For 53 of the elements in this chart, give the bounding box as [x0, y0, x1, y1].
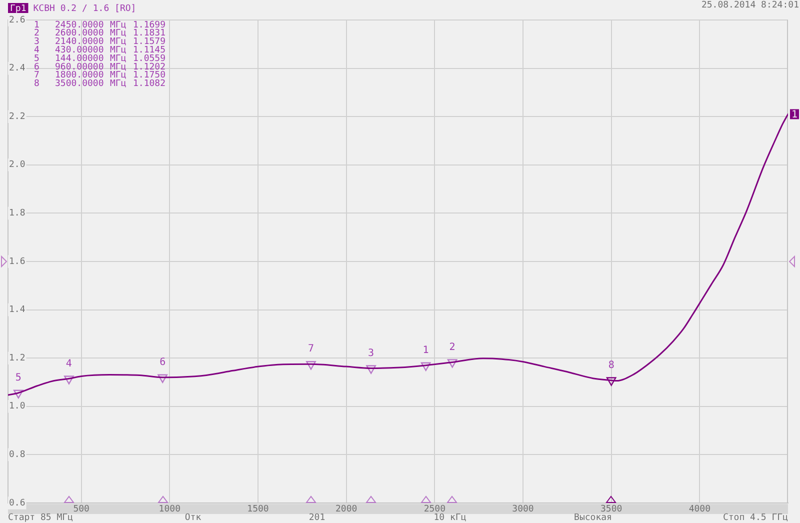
annotation: 3 — [368, 348, 374, 359]
annotation: 1 — [792, 109, 798, 120]
text: Старт 85 МГц — [8, 512, 74, 523]
text: 7 1800.0000 МГц 1.1750 — [34, 70, 166, 81]
y-tick-label: 1.6 — [9, 256, 26, 267]
text: Стоп 4.5 ГГц — [722, 512, 788, 523]
text: 201 — [308, 512, 326, 523]
point — [366, 365, 376, 374]
text: Высокая — [574, 512, 612, 523]
y-tick-label: 1.2 — [9, 353, 26, 364]
y-tick-label: 2.4 — [9, 64, 26, 74]
annotation: 5 — [15, 372, 22, 384]
y-tick-label: 0.8 — [9, 450, 26, 460]
y-tick-label: 2.2 — [9, 112, 26, 122]
y-tick-label: 1.8 — [9, 208, 26, 219]
y-tick-label: 1.4 — [9, 305, 26, 316]
text: 3 2140.0000 МГц 1.1579 — [34, 37, 166, 48]
text: Отк — [184, 512, 202, 523]
annotation: 7 — [308, 344, 314, 355]
point — [13, 390, 24, 398]
text: 2 2600.0000 МГц 1.1831 — [34, 28, 166, 39]
x-tick-label: 4000 — [688, 504, 711, 515]
y-tick-label: 1.0 — [9, 402, 26, 412]
x-tick-label: 3000 — [512, 504, 534, 515]
point — [447, 359, 458, 368]
point — [158, 374, 168, 383]
chart-title: КСВН 0.2 / 1.6 [RO] — [33, 4, 136, 14]
point — [606, 377, 616, 386]
text: 8 3500.0000 МГц 1.1082 — [34, 79, 166, 90]
x-tick-label: 3500 — [600, 504, 622, 515]
y-tick-label: 0.6 — [9, 498, 26, 508]
point — [306, 361, 316, 370]
x-tick-label: 1500 — [247, 504, 269, 515]
text: 10 кГц — [434, 512, 466, 523]
annotation: 8 — [608, 360, 614, 371]
x-tick-label: 2000 — [335, 504, 358, 515]
point — [420, 362, 431, 371]
text: 6 960.00000 МГц 1.1202 — [34, 62, 166, 72]
x-tick-label: 2500 — [424, 504, 446, 515]
text: 25.08.2014 8:24:01 — [701, 0, 799, 10]
annotation: 2 — [449, 342, 456, 353]
point — [64, 376, 74, 384]
x-tick-label: 500 — [73, 504, 90, 515]
annotation: 1 — [422, 344, 429, 356]
text: 4 430.00000 МГц 1.1145 — [34, 46, 166, 56]
y-tick-label: 2.0 — [9, 160, 26, 170]
text: 1 2450.0000 МГц 1.1699 — [34, 20, 166, 30]
annotation: 6 — [160, 356, 166, 368]
text: 5 144.00000 МГц 1.0559 — [34, 54, 166, 64]
text: Гр1 — [10, 4, 26, 14]
annotation: 4 — [66, 358, 72, 370]
x-tick-label: 1000 — [158, 504, 180, 515]
y-tick-label: 2.6 — [9, 15, 26, 26]
